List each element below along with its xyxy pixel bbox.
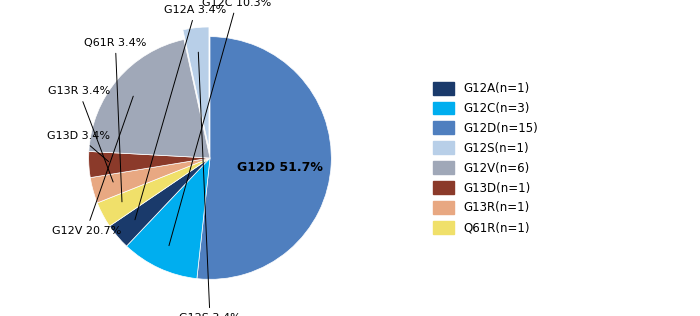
Wedge shape bbox=[89, 40, 210, 158]
Text: G12V 20.7%: G12V 20.7% bbox=[52, 96, 133, 236]
Text: G12A 3.4%: G12A 3.4% bbox=[135, 5, 227, 220]
Wedge shape bbox=[89, 151, 210, 178]
Wedge shape bbox=[183, 27, 209, 148]
Text: G12S 3.4%: G12S 3.4% bbox=[179, 52, 241, 316]
Wedge shape bbox=[197, 37, 331, 279]
Legend: G12A(n=1), G12C(n=3), G12D(n=15), G12S(n=1), G12V(n=6), G13D(n=1), G13R(n=1), Q6: G12A(n=1), G12C(n=3), G12D(n=15), G12S(n… bbox=[433, 82, 538, 234]
Wedge shape bbox=[97, 158, 210, 226]
Text: G13R 3.4%: G13R 3.4% bbox=[48, 86, 113, 182]
Wedge shape bbox=[110, 158, 210, 246]
Text: G13D 3.4%: G13D 3.4% bbox=[48, 131, 111, 161]
Text: Q61R 3.4%: Q61R 3.4% bbox=[84, 38, 146, 202]
Text: G12D 51.7%: G12D 51.7% bbox=[237, 161, 323, 174]
Wedge shape bbox=[127, 158, 210, 279]
Text: G12C 10.3%: G12C 10.3% bbox=[169, 0, 272, 246]
Wedge shape bbox=[90, 158, 210, 203]
